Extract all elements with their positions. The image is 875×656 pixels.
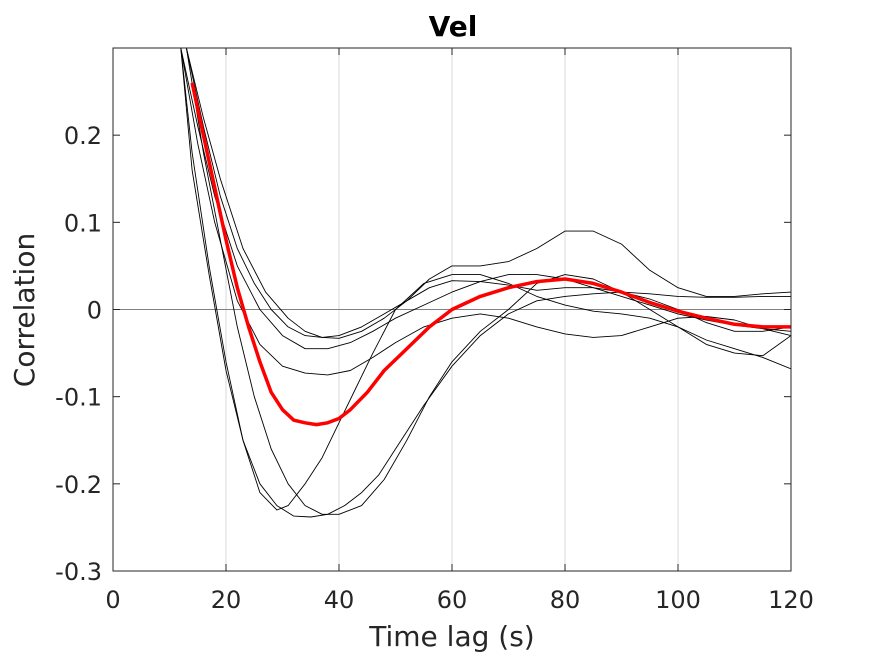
series-line-5 [180, 48, 791, 511]
series-line-3 [185, 48, 791, 339]
x-axis-label: Time lag (s) [368, 620, 534, 653]
y-tick-label: -0.3 [55, 558, 102, 586]
x-tick-label: 60 [437, 586, 468, 614]
y-axis-label: Correlation [8, 233, 41, 387]
chart-title: Vel [429, 10, 478, 43]
x-tick-label: 100 [655, 586, 701, 614]
y-tick-label: -0.1 [55, 384, 102, 412]
y-tick-label: 0.2 [64, 122, 102, 150]
series-line-7 [185, 48, 791, 338]
mean-layer [190, 82, 791, 427]
y-tick-label: 0.1 [64, 209, 102, 237]
y-tick-label: 0 [87, 297, 102, 325]
series-line-6 [185, 48, 791, 515]
x-tick-label: 0 [105, 586, 120, 614]
x-tick-label: 80 [550, 586, 581, 614]
series-line-2 [180, 48, 791, 376]
x-tick-label: 20 [211, 586, 242, 614]
tick-layer: 0 20 40 60 80 100 120 -0.3 -0.2 -0.1 0 0.1 0.2 [55, 48, 814, 614]
mean-line [190, 82, 791, 427]
y-tick-label: -0.2 [55, 471, 102, 499]
x-tick-label: 40 [324, 586, 355, 614]
series-line-1 [180, 48, 791, 350]
x-tick-label: 120 [768, 586, 814, 614]
series-line-4 [180, 48, 791, 518]
series-layer [180, 48, 791, 518]
